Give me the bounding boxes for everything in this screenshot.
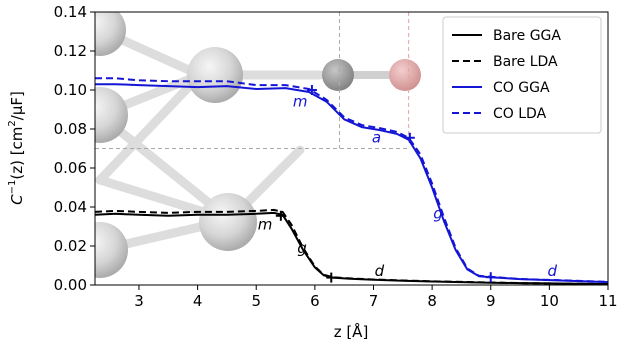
y-axis-label-sup: −1 bbox=[7, 180, 18, 195]
annotation-m-0: m bbox=[258, 215, 273, 233]
x-axis-label: z [Å] bbox=[334, 322, 369, 341]
point-marker-4 bbox=[485, 272, 496, 283]
x-axis-ticks: 3 4 5 6 7 8 9 10 11 bbox=[134, 285, 618, 310]
annotation-layer: m g d m a g d bbox=[258, 93, 558, 281]
x-tick-label-8: 8 bbox=[427, 292, 437, 310]
x-tick-label-11: 11 bbox=[598, 292, 617, 310]
x-tick-label-3: 3 bbox=[134, 292, 144, 310]
annotation-m-3: m bbox=[293, 93, 308, 111]
guide-lines bbox=[95, 12, 410, 149]
x-tick-label-7: 7 bbox=[369, 292, 379, 310]
y-tick-label-0.02: 0.02 bbox=[54, 237, 87, 255]
plot-frame bbox=[94, 11, 609, 286]
y-axis-label: C−1(z) [cm2/μF] bbox=[7, 91, 26, 205]
legend: Bare GGA Bare LDA CO GGA CO LDA bbox=[442, 16, 602, 134]
legend-box bbox=[442, 16, 602, 134]
y-tick-label-0.08: 0.08 bbox=[54, 120, 87, 138]
legend-label-co-lda: CO LDA bbox=[493, 106, 547, 122]
legend-label-bare-lda: Bare LDA bbox=[493, 54, 558, 70]
x-tick-label-10: 10 bbox=[540, 292, 559, 310]
annotation-d-6: d bbox=[548, 262, 558, 280]
y-axis-label-symbol: C bbox=[8, 194, 26, 205]
annotation-g-1: g bbox=[297, 239, 307, 257]
point-marker-2 bbox=[306, 85, 317, 95]
y-tick-label-0.10: 0.10 bbox=[54, 81, 87, 99]
y-tick-label-0.12: 0.12 bbox=[54, 42, 87, 60]
legend-label-bare-gga: Bare GGA bbox=[493, 28, 561, 44]
series-line-bare-gga bbox=[95, 211, 608, 285]
marker-layer bbox=[275, 85, 496, 283]
x-tick-label-4: 4 bbox=[193, 292, 203, 310]
point-marker-1 bbox=[326, 272, 337, 283]
y-tick-label-0.14: 0.14 bbox=[54, 3, 87, 21]
y-tick-label-0.00: 0.00 bbox=[54, 276, 87, 294]
y-axis-ticks: 0.00 0.02 0.04 0.06 0.08 0.10 0.12 0.14 bbox=[54, 3, 95, 294]
x-tick-label-9: 9 bbox=[486, 292, 496, 310]
y-axis-label-rest: (z) [cm bbox=[8, 127, 26, 180]
point-marker-3 bbox=[404, 132, 415, 143]
annotation-d-2: d bbox=[375, 262, 385, 280]
x-tick-label-5: 5 bbox=[251, 292, 261, 310]
annotation-g-5: g bbox=[433, 205, 443, 223]
annotation-a-4: a bbox=[372, 129, 381, 147]
y-axis-label-unit-sup: 2 bbox=[7, 120, 18, 126]
point-marker-0 bbox=[275, 210, 286, 221]
y-tick-label-0.06: 0.06 bbox=[54, 159, 87, 177]
y-tick-label-0.04: 0.04 bbox=[54, 198, 87, 216]
legend-label-co-gga: CO GGA bbox=[493, 80, 550, 96]
background-structure-illustration bbox=[95, 12, 421, 278]
x-tick-label-6: 6 bbox=[310, 292, 320, 310]
y-axis-label-end: /μF] bbox=[8, 91, 26, 120]
series-line-bare-lda bbox=[95, 208, 608, 285]
